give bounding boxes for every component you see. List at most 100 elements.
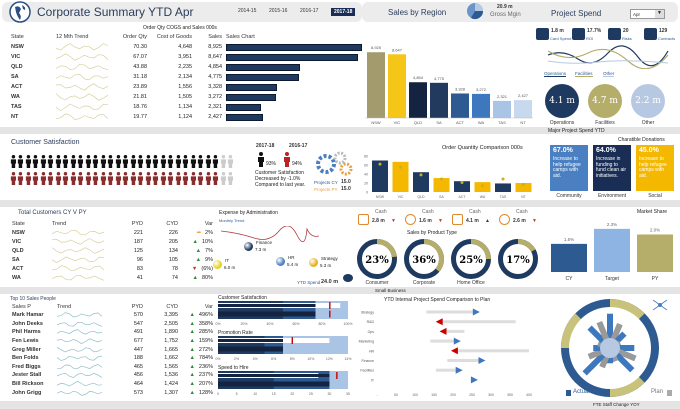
bullet-tick: 4% xyxy=(253,357,258,361)
cogs-cell: 4,648 xyxy=(178,44,192,50)
person-icon xyxy=(212,172,219,185)
product-label: Home Office xyxy=(457,280,485,286)
region-axis-label: WA xyxy=(478,120,485,125)
ytd-spend-label: YTD Spend xyxy=(297,280,321,285)
order-qty-cell: 18.76 xyxy=(133,104,147,110)
var-value: 7% xyxy=(205,247,213,254)
person-icon xyxy=(123,172,129,185)
bullet-tick: 0 xyxy=(217,392,219,396)
order-quantity-chart: 0 20 40 60 80 NSW VIC QLD SA ACT WA TAS NT xyxy=(364,155,532,199)
arrow-up-icon: ▲ xyxy=(189,346,195,353)
sales-bar-cell xyxy=(224,92,364,102)
cogs-cell: 1,556 xyxy=(178,84,192,90)
state-cell: NSW xyxy=(12,229,25,236)
state-cell: QLD xyxy=(11,64,23,70)
salesperson-name: Greg Miller xyxy=(12,346,41,353)
sales-bar xyxy=(226,73,299,81)
cs-note: Customer Satisfaction Decreased by -1.0% C… xyxy=(255,170,305,188)
sales-cell: 4,775 xyxy=(208,74,222,80)
plan-range-bar xyxy=(426,310,476,314)
table-row: WA 21.81 1,505 3,272 xyxy=(9,92,364,102)
bullet-tick: 100% xyxy=(344,322,353,326)
sparkline xyxy=(52,247,104,254)
table-row: ACT 23.89 1,556 3,328 xyxy=(9,82,364,92)
category-label: Facilities xyxy=(360,369,374,373)
trend-cell xyxy=(54,42,114,52)
person-icon xyxy=(85,155,91,168)
table-row: SA 96 105 ▲ 9% xyxy=(10,255,215,264)
var-cell: ▲ 128% xyxy=(180,388,215,397)
person-py-icon xyxy=(284,152,290,167)
legend-item[interactable]: Other xyxy=(603,71,615,77)
sparkline xyxy=(57,363,102,369)
table-row: Mark Hamar 570 3,395 ▲ 496% xyxy=(10,311,215,320)
market-share-chart: 1.5% CY 2.3% Target 2.0% PY xyxy=(551,222,673,282)
pyd-cell: 125 xyxy=(133,247,143,254)
trend-cell xyxy=(50,273,110,282)
sales-cell: 2,427 xyxy=(208,114,222,120)
salesperson-name: Bill Rickson xyxy=(12,381,44,388)
sales-bar xyxy=(226,63,300,71)
arrow-up-icon: ▲ xyxy=(189,381,195,388)
market-share-label: 1.5% xyxy=(564,237,574,242)
sparkline xyxy=(57,381,102,387)
year-tab-2015-16[interactable]: 2015-16 xyxy=(269,8,288,14)
year-tab-2016-17[interactable]: 2016-17 xyxy=(300,8,319,14)
pyd-cell: 83 xyxy=(136,265,143,272)
trend-cell xyxy=(54,52,114,62)
column-header: PYD xyxy=(131,304,143,310)
legend-item[interactable]: Facilities xyxy=(575,71,593,77)
table-row: QLD 125 134 ▲ 7% xyxy=(10,246,215,255)
year-tab-2017-18[interactable]: 2017-18 xyxy=(331,8,356,16)
year-tab-2014-15[interactable]: 2014-15 xyxy=(238,8,257,14)
arrow-up-marker xyxy=(453,337,461,345)
bullet-tick: 80% xyxy=(318,322,325,326)
expense-ball-icon xyxy=(276,257,285,266)
person-icon xyxy=(25,172,31,185)
sales-people-table: Sales P Trend PYD CYD Var Mark Hamar 570 3,395 ▲… xyxy=(10,303,215,397)
page-title: Corporate Summary YTD Apr xyxy=(37,5,194,19)
customers-table: State Trend PYD CYD Var NSW 221 226 ➡ 2% VIC 187 205… xyxy=(10,219,215,282)
trend-cell xyxy=(54,72,114,82)
projects-cy-label: Projects CY xyxy=(314,180,338,185)
region-bar-label: 3,272 xyxy=(476,87,487,92)
var-value: 272% xyxy=(198,346,213,353)
market-share-category: CY xyxy=(566,276,574,282)
cyd-cell: 1,890 xyxy=(164,329,178,336)
plan-legend-swatch xyxy=(667,390,672,396)
customers-title: Total Customers CY V PY xyxy=(18,210,87,216)
market-share-label: 2.3% xyxy=(607,222,617,227)
plan-range-bar xyxy=(454,349,529,353)
person-icon xyxy=(153,155,159,168)
x-tick: 250 xyxy=(469,393,475,397)
month-select[interactable]: Apr ▼ xyxy=(630,9,665,19)
trend-cell xyxy=(55,311,110,320)
state-cell: ACT xyxy=(12,265,24,272)
state-cell: NSW xyxy=(11,44,24,50)
product-donut: 25% xyxy=(451,239,491,279)
contracts-icon xyxy=(644,28,657,40)
cash-icon xyxy=(358,214,369,225)
region-bar-label: 8,647 xyxy=(392,47,403,52)
cyd-cell: 1,307 xyxy=(164,389,178,396)
sales-bar-cell xyxy=(224,102,364,112)
header-left xyxy=(2,2,362,22)
legend-item[interactable]: Operations xyxy=(544,71,567,77)
var-value: 358% xyxy=(198,320,213,327)
region-bar-label: 3,328 xyxy=(455,86,466,91)
sales-cell: 8,647 xyxy=(208,54,222,60)
category-label: Strategy xyxy=(361,311,374,315)
table-row: NSW 70.30 4,648 8,925 xyxy=(9,42,364,52)
person-icon xyxy=(227,172,234,185)
category-label: R&D xyxy=(367,320,375,324)
var-cell: ▲ 285% xyxy=(180,328,215,337)
arrow-up-icon: ▲ xyxy=(189,312,195,319)
expense-value: 5.4 m xyxy=(287,262,299,267)
person-icon xyxy=(190,155,196,168)
cogs-cell: 1,505 xyxy=(178,94,192,100)
sales-bar-cell xyxy=(224,42,364,52)
arrow-up-icon: ▲ xyxy=(192,238,198,245)
person-icon xyxy=(10,155,17,168)
var-value: (6%) xyxy=(201,265,213,272)
pyd-cell: 573 xyxy=(133,389,143,396)
